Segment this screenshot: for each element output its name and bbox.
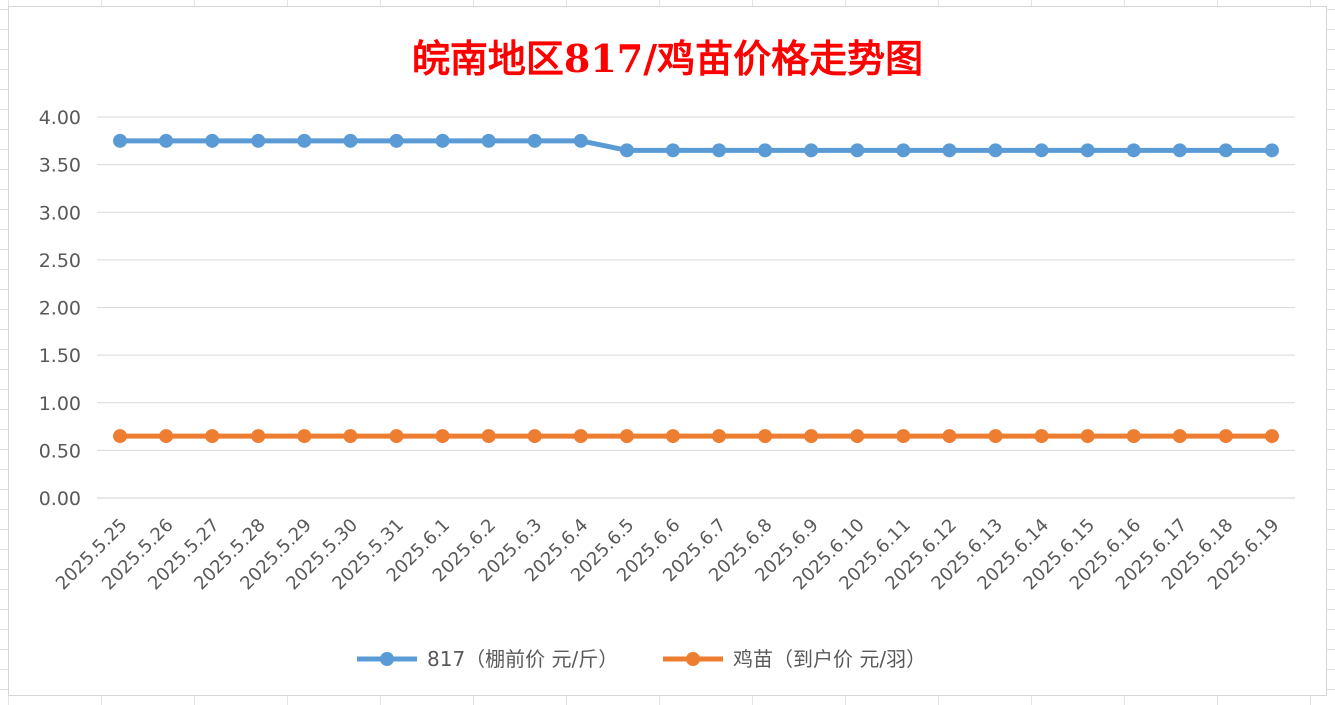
data-point[interactable] bbox=[896, 143, 911, 158]
data-point[interactable] bbox=[1172, 143, 1187, 158]
data-point[interactable] bbox=[942, 429, 957, 444]
data-point[interactable] bbox=[159, 133, 174, 148]
data-point[interactable] bbox=[435, 133, 450, 148]
data-point[interactable] bbox=[1034, 143, 1049, 158]
y-tick-label: 2.00 bbox=[39, 298, 81, 320]
data-point[interactable] bbox=[942, 143, 957, 158]
data-point[interactable] bbox=[251, 429, 266, 444]
series-line bbox=[120, 138, 1272, 153]
y-tick-label: 3.00 bbox=[39, 202, 81, 224]
series-1 bbox=[113, 133, 1279, 158]
data-point[interactable] bbox=[1172, 429, 1187, 444]
data-point[interactable] bbox=[758, 143, 773, 158]
data-point[interactable] bbox=[1264, 429, 1279, 444]
data-point[interactable] bbox=[1034, 429, 1049, 444]
legend: 817（棚前价 元/斤） 鸡苗（到户价 元/羽） bbox=[357, 647, 926, 671]
data-point[interactable] bbox=[712, 143, 727, 158]
data-point[interactable] bbox=[1218, 429, 1233, 444]
data-point[interactable] bbox=[251, 133, 266, 148]
chart-area[interactable] bbox=[8, 6, 1327, 696]
legend-item[interactable]: 817（棚前价 元/斤） bbox=[357, 647, 618, 671]
y-tick-label: 1.00 bbox=[39, 393, 81, 415]
data-point[interactable] bbox=[573, 429, 588, 444]
data-point[interactable] bbox=[297, 429, 312, 444]
gridlines bbox=[97, 116, 1295, 499]
y-tick-label: 1.50 bbox=[39, 345, 81, 367]
chart-title: 皖南地区817/鸡苗价格走势图 bbox=[411, 36, 924, 81]
series-lines bbox=[113, 133, 1279, 444]
y-tick-label: 0.50 bbox=[39, 440, 81, 462]
data-point[interactable] bbox=[435, 429, 450, 444]
legend-item[interactable]: 鸡苗（到户价 元/羽） bbox=[663, 647, 926, 671]
data-point[interactable] bbox=[1264, 143, 1279, 158]
data-point[interactable] bbox=[1126, 429, 1141, 444]
data-point[interactable] bbox=[665, 429, 680, 444]
data-point[interactable] bbox=[1080, 429, 1095, 444]
data-point[interactable] bbox=[619, 429, 634, 444]
data-point[interactable] bbox=[113, 429, 128, 444]
data-point[interactable] bbox=[205, 133, 220, 148]
data-point[interactable] bbox=[481, 429, 496, 444]
data-point[interactable] bbox=[850, 429, 865, 444]
data-point[interactable] bbox=[527, 133, 542, 148]
legend-swatch-marker bbox=[686, 652, 700, 666]
data-point[interactable] bbox=[665, 143, 680, 158]
data-point[interactable] bbox=[619, 143, 634, 158]
legend-label: 鸡苗（到户价 元/羽） bbox=[733, 647, 926, 671]
x-axis-ticks: 2025.5.252025.5.262025.5.272025.5.282025… bbox=[52, 515, 1284, 595]
data-point[interactable] bbox=[159, 429, 174, 444]
data-point[interactable] bbox=[343, 133, 358, 148]
series-2 bbox=[113, 429, 1279, 444]
data-point[interactable] bbox=[850, 143, 865, 158]
data-point[interactable] bbox=[389, 429, 404, 444]
y-tick-label: 4.00 bbox=[39, 107, 81, 129]
data-point[interactable] bbox=[1126, 143, 1141, 158]
y-tick-label: 2.50 bbox=[39, 250, 81, 272]
data-point[interactable] bbox=[481, 133, 496, 148]
data-point[interactable] bbox=[712, 429, 727, 444]
data-point[interactable] bbox=[896, 429, 911, 444]
data-point[interactable] bbox=[527, 429, 542, 444]
data-point[interactable] bbox=[573, 133, 588, 148]
data-point[interactable] bbox=[804, 143, 819, 158]
data-point[interactable] bbox=[205, 429, 220, 444]
data-point[interactable] bbox=[113, 133, 128, 148]
y-axis-ticks: 0.00 0.50 1.00 1.50 2.00 2.50 3.00 3.50 4.00 bbox=[39, 107, 81, 510]
y-tick-label: 3.50 bbox=[39, 155, 81, 177]
data-point[interactable] bbox=[297, 133, 312, 148]
data-point[interactable] bbox=[1080, 143, 1095, 158]
data-point[interactable] bbox=[343, 429, 358, 444]
data-point[interactable] bbox=[804, 429, 819, 444]
data-point[interactable] bbox=[988, 429, 1003, 444]
legend-label: 817（棚前价 元/斤） bbox=[427, 647, 618, 671]
data-point[interactable] bbox=[988, 143, 1003, 158]
y-tick-label: 0.00 bbox=[39, 488, 81, 510]
data-point[interactable] bbox=[758, 429, 773, 444]
data-point[interactable] bbox=[389, 133, 404, 148]
data-point[interactable] bbox=[1218, 143, 1233, 158]
legend-swatch-marker bbox=[380, 652, 394, 666]
